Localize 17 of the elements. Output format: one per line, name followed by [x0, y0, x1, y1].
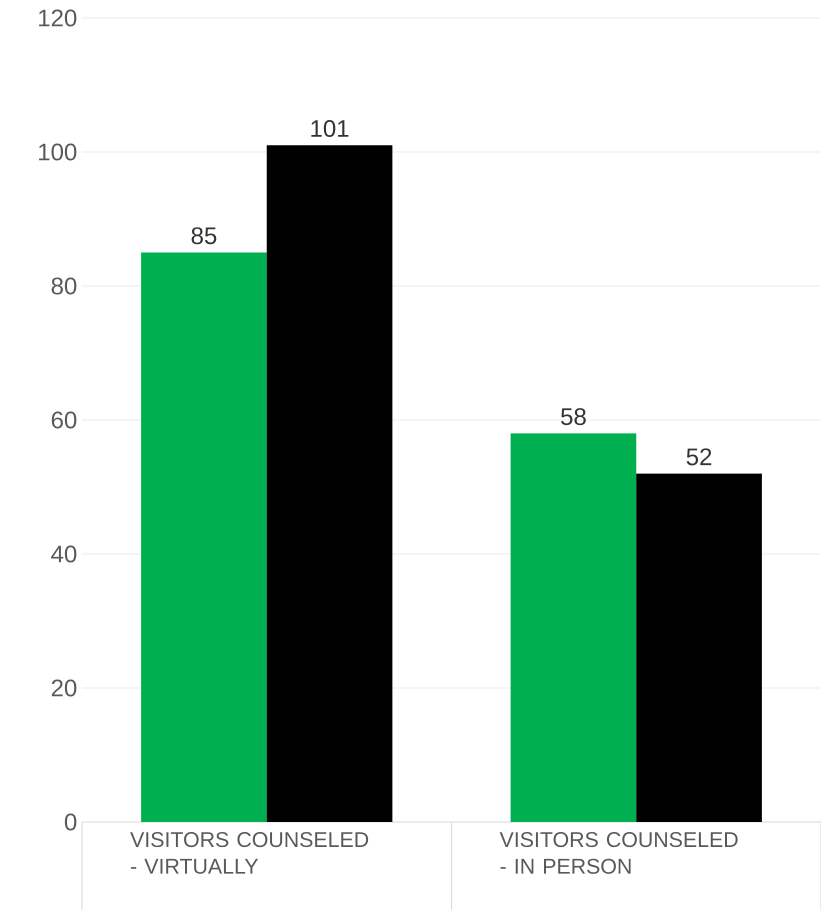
x-tick-label: VISITORS COUNSELED - VIRTUALLY: [130, 832, 368, 874]
y-tick-label: 20: [52, 679, 76, 696]
y-tick-label: 100: [39, 143, 76, 160]
y-tick-label: 40: [51, 545, 76, 562]
y-tick-label: 60: [52, 411, 76, 428]
y-tick-label: 0: [64, 813, 76, 830]
data-label: 52: [686, 448, 712, 466]
bar: [266, 145, 392, 822]
bar: [510, 433, 636, 822]
x-tick-label: VISITORS COUNSELED - IN PERSON: [500, 832, 738, 874]
bar: [636, 474, 762, 822]
data-label: 58: [561, 408, 586, 426]
y-tick-label: 80: [52, 277, 76, 294]
data-label: 101: [311, 120, 348, 138]
y-tick-label: 120: [39, 9, 76, 26]
bar: [141, 252, 267, 822]
data-label: 85: [192, 227, 216, 244]
